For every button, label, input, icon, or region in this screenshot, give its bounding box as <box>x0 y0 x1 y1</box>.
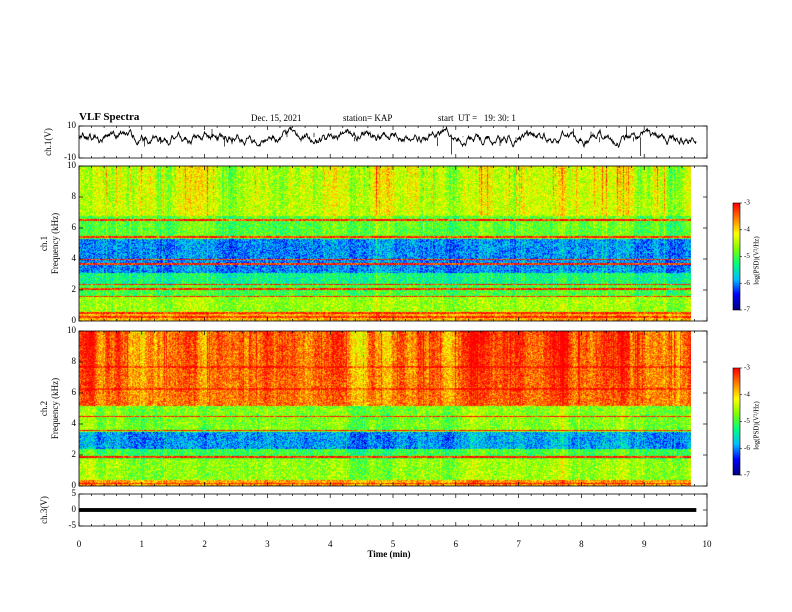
ch1-spec-y-tick-label: 8 <box>72 191 77 201</box>
ch2-spec-channel-label: ch.2 <box>39 401 49 416</box>
x-axis-label: Time (min) <box>367 549 410 559</box>
x-tick-label: 5 <box>391 539 396 549</box>
ch2-spec-y-tick-label: 4 <box>72 418 77 428</box>
x-tick-label: 3 <box>265 539 270 549</box>
ch1-spec-y-tick-label: 6 <box>72 222 77 232</box>
ch3-wave-series-band <box>79 508 697 512</box>
ch1-wave-frame <box>78 125 708 159</box>
colorbar-2-frame <box>732 367 741 476</box>
ch2-spec-y-axis-label: Frequency (kHz) <box>50 378 60 439</box>
x-tick-label: 10 <box>703 539 713 549</box>
ch1-spec-y-axis-label: Frequency (kHz) <box>50 213 60 274</box>
ch1-spec-y-tick-label: 4 <box>72 253 77 263</box>
ch2-spec-y-tick-label: 10 <box>67 325 77 335</box>
ch2-spec-frame <box>78 330 708 487</box>
colorbar-1-tick-label: -7 <box>744 306 750 314</box>
colorbar-2-tick-label: -4 <box>744 390 750 398</box>
x-tick-label: 8 <box>579 539 584 549</box>
x-tick-label: 7 <box>516 539 521 549</box>
ch1-spec-frame <box>78 165 708 322</box>
colorbar-1-tick-label: -4 <box>744 225 750 233</box>
colorbar-1-tick-label: -6 <box>744 279 750 287</box>
ch3-wave-frame <box>78 493 708 527</box>
x-tick-label: 1 <box>140 539 145 549</box>
ch1-wave-y-axis-label: ch.1(V) <box>43 128 53 156</box>
start-ut-label: start UT = 19: 30: 1 <box>438 113 516 123</box>
colorbar-1-gradient <box>733 203 740 310</box>
colorbar-2-tick-label: -7 <box>744 471 750 479</box>
colorbar-1-tick-label: -3 <box>744 199 750 207</box>
ch1-wave-series-line <box>78 125 697 149</box>
x-tick-label: 9 <box>642 539 647 549</box>
ch2-spectrogram-image <box>79 331 691 486</box>
x-tick-label: 2 <box>202 539 207 549</box>
x-tick-label: 0 <box>77 539 82 549</box>
ch2-spec-y-tick-label: 2 <box>72 449 77 459</box>
colorbar-2-tick-label: -6 <box>744 444 750 452</box>
ch3-wave-y-tick-label: 5 <box>72 488 77 498</box>
ch2-spec-y-tick-label: 6 <box>72 387 77 397</box>
colorbar-2-label: log(PSD)(V²/Hz) <box>753 401 761 450</box>
colorbar-1-label: log(PSD)(V²/Hz) <box>753 236 761 285</box>
x-tick-label: 6 <box>454 539 459 549</box>
chart-title: VLF Spectra <box>79 111 140 123</box>
ch1-wave-y-tick-label: -10 <box>64 152 76 162</box>
ch1-spectrogram-image <box>79 166 691 321</box>
ch1-spec-y-tick-label: 0 <box>72 315 77 325</box>
colorbar-1-tick-label: -5 <box>744 252 750 260</box>
x-tick-label: 4 <box>328 539 333 549</box>
ch3-wave-y-tick-label: 0 <box>72 504 77 514</box>
date-label: Dec. 15, 2021 <box>251 113 302 123</box>
ch1-spec-y-tick-label: 2 <box>72 284 77 294</box>
ch3-wave-y-axis-label: ch.3(V) <box>39 496 49 524</box>
colorbar-2-tick-label: -5 <box>744 417 750 425</box>
station-label: station= KAP <box>343 113 393 123</box>
ch1-spec-y-tick-label: 10 <box>67 160 77 170</box>
ch2-spec-y-tick-label: 0 <box>72 480 77 490</box>
ch2-spec-y-tick-label: 8 <box>72 356 77 366</box>
colorbar-1-frame <box>732 202 741 311</box>
colorbar-2-tick-label: -3 <box>744 364 750 372</box>
ch3-wave-y-tick-label: -5 <box>69 520 77 530</box>
colorbar-2-gradient <box>733 368 740 475</box>
ch1-spec-channel-label: ch.1 <box>39 236 49 251</box>
ch1-wave-y-tick-label: 10 <box>67 120 77 130</box>
